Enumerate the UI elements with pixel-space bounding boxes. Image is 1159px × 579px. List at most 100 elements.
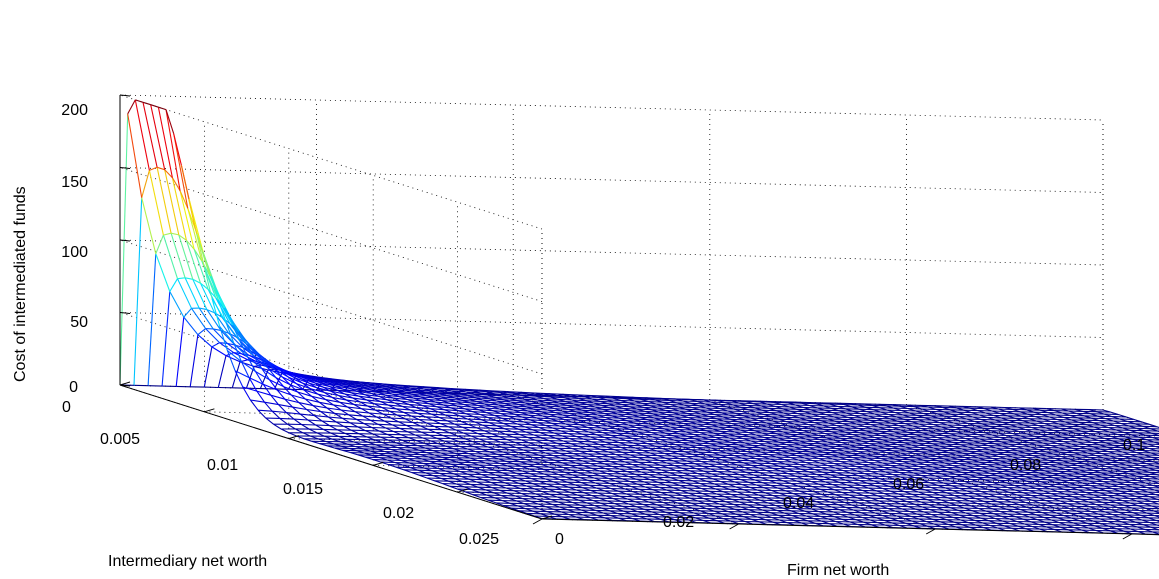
- surface-mesh-line: [718, 403, 733, 406]
- surface-mesh-line: [786, 421, 801, 423]
- surface-mesh-line: [1112, 440, 1127, 442]
- surface-mesh-line: [652, 413, 667, 416]
- surface-mesh: [119, 99, 1159, 535]
- surface-mesh-line: [998, 479, 1013, 482]
- surface-mesh-line: [1089, 456, 1104, 459]
- surface-mesh-line: [900, 452, 915, 455]
- surface-mesh-line: [1115, 453, 1131, 456]
- surface-mesh-line: [947, 471, 962, 473]
- surface-mesh-line: [793, 466, 808, 468]
- surface-mesh-line: [818, 457, 833, 460]
- surface-mesh-line: [747, 451, 762, 453]
- surface-mesh-line: [939, 468, 955, 471]
- surface-mesh-line: [783, 412, 799, 415]
- surface-mesh-line: [752, 444, 767, 447]
- surface-mesh-line: [798, 459, 813, 462]
- surface-mesh-line: [838, 433, 854, 436]
- surface-mesh-line: [1155, 469, 1159, 471]
- surface-mesh-line: [813, 417, 828, 420]
- surface-mesh-line: [579, 401, 594, 404]
- surface-mesh-line: [1108, 474, 1123, 477]
- surface-mesh-line: [772, 420, 787, 423]
- surface-mesh-line: [993, 462, 1008, 464]
- surface-mesh-line: [730, 441, 745, 444]
- surface-mesh-line: [1042, 485, 1057, 488]
- surface-mesh-line: [842, 446, 857, 448]
- surface-mesh-line: [874, 436, 889, 439]
- surface-mesh-line: [864, 449, 879, 451]
- surface-mesh-line: [795, 450, 810, 453]
- surface-mesh-line: [943, 482, 958, 485]
- surface-mesh-line: [741, 433, 757, 436]
- surface-mesh-line: [1067, 477, 1082, 480]
- surface-mesh-line: [951, 437, 966, 440]
- surface-mesh-line: [948, 428, 963, 431]
- surface-mesh-line: [571, 399, 587, 402]
- surface-mesh-line: [902, 461, 918, 463]
- surface-mesh-line: [1047, 479, 1062, 481]
- surface-mesh-line: [847, 416, 862, 419]
- surface-mesh-line: [905, 446, 920, 449]
- surface-mesh-line: [1045, 474, 1061, 477]
- surface-mesh-line: [956, 478, 971, 480]
- surface-mesh-line: [710, 443, 725, 445]
- surface-mesh-line: [1093, 494, 1108, 496]
- surface-mesh-line: [938, 441, 953, 443]
- surface-mesh-line: [1155, 469, 1159, 472]
- surface-mesh-line: [796, 455, 812, 457]
- surface-mesh-line: [821, 466, 836, 469]
- surface-mesh-line: [989, 449, 1004, 451]
- surface-mesh-line: [1096, 459, 1112, 461]
- surface-mesh-line: [1031, 450, 1046, 453]
- surface-mesh-line: [758, 419, 773, 422]
- surface-mesh-line: [1155, 519, 1159, 522]
- surface-mesh-line: [630, 410, 645, 412]
- surface-mesh-line: [1098, 463, 1113, 466]
- surface-mesh-line: [1000, 484, 1015, 486]
- surface-mesh-line: [839, 456, 854, 459]
- surface-mesh-line: [1015, 441, 1030, 444]
- surface-mesh-line: [870, 424, 885, 426]
- surface-mesh-line: [957, 458, 972, 461]
- surface-mesh-line: [711, 401, 726, 404]
- surface-mesh-line: [859, 432, 874, 434]
- surface-mesh-line: [682, 400, 698, 403]
- surface-mesh-line: [849, 444, 864, 446]
- surface-mesh-line: [978, 457, 993, 459]
- surface-mesh-line: [616, 409, 631, 412]
- surface-mesh-line: [875, 441, 891, 443]
- surface-mesh-line: [1048, 483, 1063, 486]
- surface-mesh-line: [1156, 474, 1159, 476]
- surface-mesh-line: [620, 399, 635, 402]
- surface-mesh-line: [1033, 455, 1048, 457]
- surface-mesh-line: [919, 446, 934, 449]
- surface-mesh-line: [801, 402, 816, 405]
- surface-mesh-line: [838, 410, 853, 412]
- surface-mesh-line: [918, 465, 933, 468]
- surface-mesh-line: [992, 457, 1007, 460]
- surface-mesh-line: [887, 433, 902, 435]
- surface-mesh-line: [1048, 459, 1063, 462]
- surface-mesh-line: [740, 429, 755, 432]
- surface-mesh-line: [739, 402, 754, 405]
- surface-mesh-line: [634, 400, 649, 403]
- surface-mesh-line: [1153, 484, 1159, 487]
- surface-mesh-line: [1126, 488, 1141, 491]
- surface-mesh-line: [1150, 476, 1159, 478]
- surface-mesh-line: [1024, 471, 1039, 474]
- surface-mesh-line: [688, 416, 703, 419]
- surface-mesh-line: [675, 420, 690, 423]
- surface-mesh-line: [869, 419, 884, 422]
- surface-mesh-line: [732, 404, 747, 406]
- surface-mesh-line: [994, 443, 1009, 445]
- surface-mesh-line: [885, 471, 900, 473]
- surface-mesh-line: [697, 400, 712, 403]
- surface-mesh-line: [649, 405, 664, 407]
- surface-mesh-line: [617, 413, 633, 416]
- surface-mesh-line: [824, 409, 839, 412]
- surface-mesh-line: [1011, 452, 1026, 454]
- surface-mesh-line: [1056, 462, 1071, 464]
- surface-mesh-line: [1135, 471, 1150, 473]
- surface-mesh-line: [886, 428, 901, 431]
- surface-mesh-line: [891, 445, 906, 448]
